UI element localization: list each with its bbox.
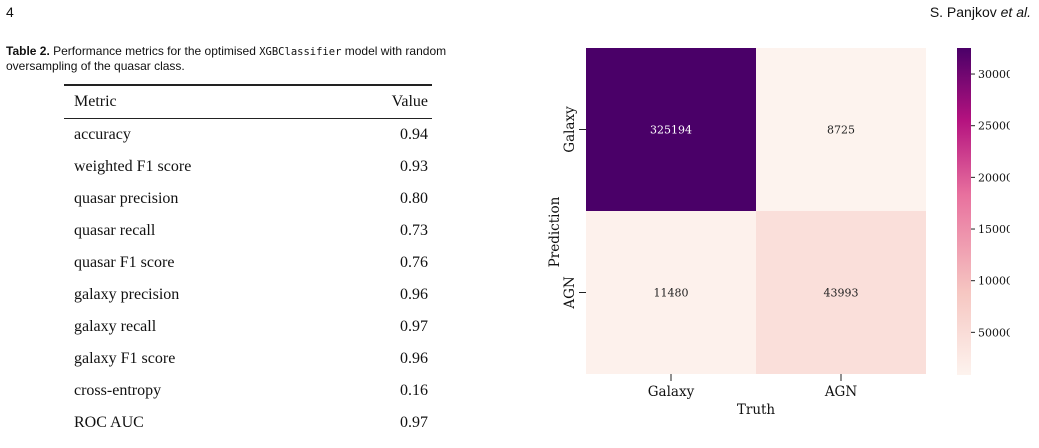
metric-value: 0.97 bbox=[400, 318, 428, 335]
author-name: S. Panjkov bbox=[929, 4, 997, 20]
metric-name: galaxy recall bbox=[74, 318, 157, 335]
cell-value-label: 43993 bbox=[824, 287, 859, 300]
colorbar-tick-label: 100000 bbox=[978, 275, 1010, 288]
metric-name: ROC AUC bbox=[74, 414, 144, 431]
metric-name: weighted F1 score bbox=[74, 158, 192, 175]
caption-code: XGBClassifier bbox=[259, 46, 342, 58]
colorbar-tick-label: 300000 bbox=[978, 68, 1010, 81]
table-caption: Table 2. Performance metrics for the opt… bbox=[6, 44, 516, 73]
metric-name: quasar precision bbox=[74, 190, 179, 207]
cell-value-label: 11480 bbox=[654, 287, 689, 300]
y-tick-label: Galaxy bbox=[562, 106, 578, 153]
header-metric: Metric bbox=[74, 93, 117, 110]
caption-pre: Performance metrics for the optimised bbox=[49, 44, 260, 58]
metric-name: galaxy F1 score bbox=[74, 350, 176, 367]
table-header-rule bbox=[64, 118, 432, 119]
caption-label: Table 2. bbox=[6, 44, 50, 58]
x-tick-label: AGN bbox=[824, 384, 858, 400]
heatmap-cell bbox=[586, 211, 756, 374]
table-row: quasar F1 score 0.76 bbox=[64, 247, 432, 279]
metric-value: 0.96 bbox=[400, 350, 428, 367]
x-axis-label: Truth bbox=[737, 402, 776, 418]
x-tick-label: Galaxy bbox=[648, 384, 695, 400]
metric-value: 0.93 bbox=[400, 158, 428, 175]
heatmap-cell bbox=[756, 48, 926, 211]
metric-value: 0.94 bbox=[400, 126, 428, 143]
metric-value: 0.16 bbox=[400, 382, 428, 399]
metrics-table: Metric Value accuracy 0.94 weighted F1 sco… bbox=[64, 84, 432, 439]
cell-value-label: 8725 bbox=[827, 124, 855, 137]
y-tick-label: AGN bbox=[562, 276, 578, 310]
caption-post: model with random oversampling of the qu… bbox=[6, 44, 447, 73]
colorbar bbox=[957, 48, 971, 375]
author-suffix: et al. bbox=[1000, 4, 1031, 20]
table-top-rule bbox=[64, 84, 432, 86]
colorbar-tick-label: 50000 bbox=[978, 326, 1010, 339]
table-row: cross-entropy 0.16 bbox=[64, 375, 432, 407]
table-row: weighted F1 score 0.93 bbox=[64, 151, 432, 183]
table-row: quasar precision 0.80 bbox=[64, 183, 432, 215]
table-row: galaxy F1 score 0.96 bbox=[64, 343, 432, 375]
metric-name: accuracy bbox=[74, 126, 131, 143]
table-row: ROC AUC 0.97 bbox=[64, 407, 432, 439]
metric-name: galaxy precision bbox=[74, 286, 180, 303]
table-body: accuracy 0.94 weighted F1 score 0.93 quasar … bbox=[64, 119, 432, 439]
metric-value: 0.80 bbox=[400, 190, 428, 207]
running-author: S. Panjkov et al. bbox=[930, 4, 1031, 20]
table-row: galaxy recall 0.97 bbox=[64, 311, 432, 343]
cell-value-label: 325194 bbox=[650, 124, 692, 137]
metric-value: 0.76 bbox=[400, 254, 428, 271]
metric-value: 0.73 bbox=[400, 222, 428, 239]
colorbar-tick-label: 200000 bbox=[978, 171, 1010, 184]
colorbar-tick-label: 250000 bbox=[978, 120, 1010, 133]
metric-value: 0.97 bbox=[400, 414, 428, 431]
page-number: 4 bbox=[6, 4, 14, 20]
table-row: accuracy 0.94 bbox=[64, 119, 432, 151]
confusion-matrix-heatmap: 325194 8725 11480 43993 Galaxy AGN Galaxy AGN… bbox=[547, 48, 1010, 418]
y-axis-label: Prediction bbox=[547, 196, 563, 267]
header-value: Value bbox=[391, 93, 428, 110]
table-row: quasar recall 0.73 bbox=[64, 215, 432, 247]
metric-value: 0.96 bbox=[400, 286, 428, 303]
metric-name: cross-entropy bbox=[74, 382, 162, 399]
heatmap-cell bbox=[756, 211, 926, 374]
table-row: galaxy precision 0.96 bbox=[64, 279, 432, 311]
metric-name: quasar F1 score bbox=[74, 254, 175, 271]
colorbar-tick-label: 150000 bbox=[978, 223, 1010, 236]
metric-name: quasar recall bbox=[74, 222, 156, 239]
heatmap-cell bbox=[586, 48, 756, 211]
table-header-row: Metric Value bbox=[64, 86, 432, 118]
